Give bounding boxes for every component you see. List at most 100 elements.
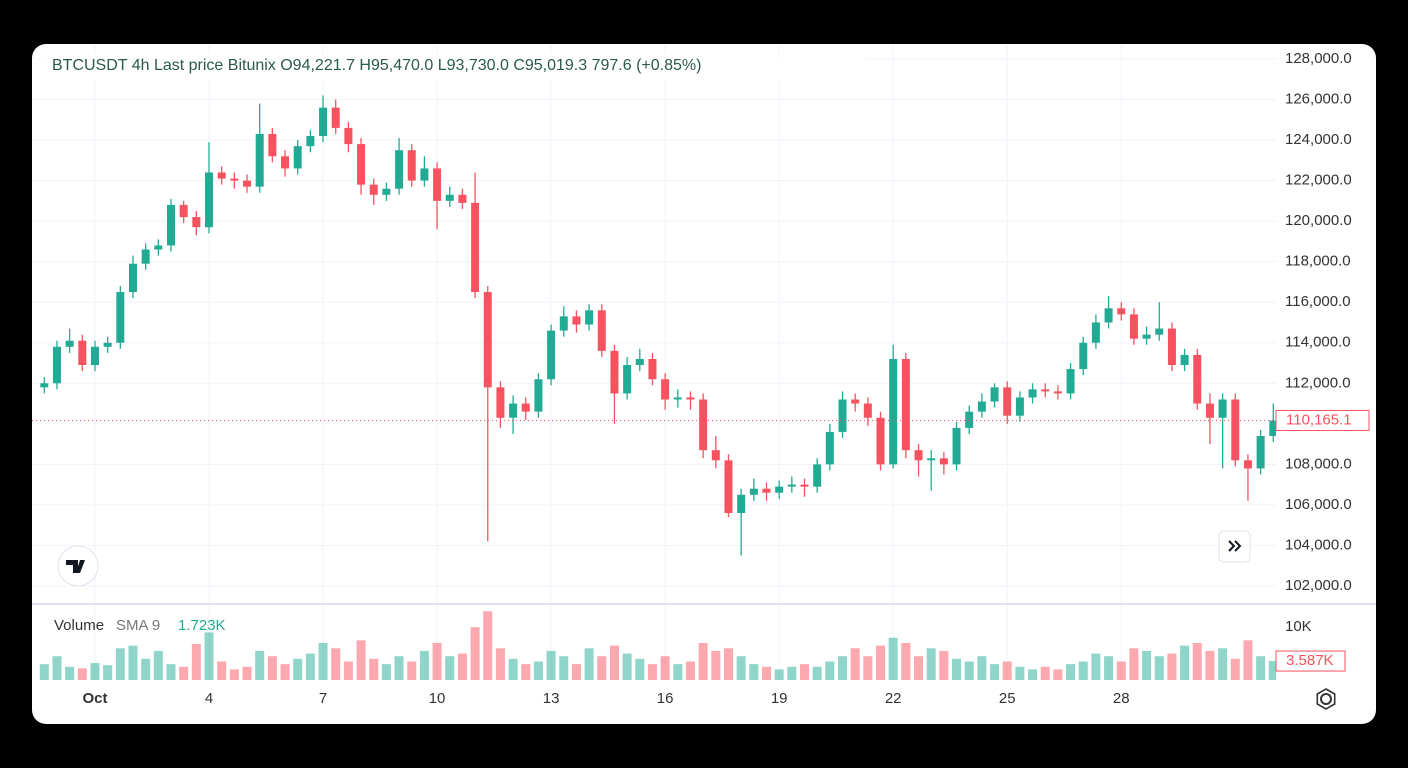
volume-bar (1268, 661, 1276, 680)
volume-bar (318, 643, 328, 680)
y-tick-label: 122,000.0 (1285, 172, 1352, 189)
candle-body (90, 346, 99, 366)
volume-bar (559, 656, 569, 680)
x-tick-label: Oct (82, 690, 107, 707)
volume-bar (647, 664, 657, 680)
volume-bar (533, 661, 543, 680)
volume-title: Volume (54, 617, 104, 634)
candle-body (775, 486, 784, 493)
volume-bar (888, 637, 898, 680)
candle-body (977, 401, 986, 412)
volume-bar (508, 658, 518, 680)
volume-indicator: SMA 9 (116, 617, 160, 634)
volume-bar (673, 664, 683, 680)
candle-body (787, 484, 796, 487)
last-price-label: 110,165.1 (1286, 411, 1352, 428)
candle-body (901, 358, 910, 451)
volume-bar (622, 653, 632, 680)
volume-bar (584, 648, 594, 680)
candle-body (1079, 342, 1088, 370)
volume-bar (255, 650, 265, 680)
candle-body (939, 458, 948, 465)
volume-bar (952, 658, 962, 680)
candle-body (331, 107, 340, 128)
volume-bar (407, 661, 417, 680)
volume-bar (825, 661, 835, 680)
volume-bar (1256, 656, 1266, 680)
y-tick-label: 128,000.0 (1285, 50, 1352, 67)
volume-bar (128, 645, 138, 680)
candle-body (1205, 403, 1214, 418)
y-tick-label: 114,000.0 (1285, 334, 1351, 351)
candle-body (838, 399, 847, 432)
candle-body (445, 194, 454, 201)
candle-body (395, 150, 404, 189)
chart-title: BTCUSDT 4h Last price Bitunix O94,221.7 … (52, 57, 701, 74)
candle-body (1129, 314, 1138, 339)
settings-button[interactable] (1316, 688, 1336, 710)
volume-bar (1002, 661, 1012, 680)
volume-bar (1205, 650, 1215, 680)
candle-body (699, 399, 708, 451)
candle-body (243, 180, 252, 187)
volume-tick-label: 10K (1285, 618, 1312, 635)
candle-body (65, 340, 74, 347)
candle-body (433, 168, 442, 201)
volume-bar (1040, 666, 1050, 680)
volume-bar (698, 643, 708, 680)
candle-body (255, 133, 264, 187)
volume-bar (242, 666, 252, 680)
candle-body (40, 383, 49, 388)
candle-body (382, 188, 391, 195)
candle-body (1218, 399, 1227, 418)
volume-bar (1053, 669, 1063, 680)
candle-body (661, 379, 670, 400)
x-tick-label: 16 (657, 690, 674, 707)
volume-bar (343, 661, 353, 680)
volume-indicator-value: 1.723K (178, 617, 226, 634)
volume-bar (495, 648, 505, 680)
candle-body (863, 403, 872, 418)
candle-body (825, 431, 834, 465)
candle-body (471, 202, 480, 293)
candle-body (281, 156, 290, 169)
x-tick-label: 13 (543, 690, 560, 707)
candle-body (344, 127, 353, 145)
y-tick-label: 108,000.0 (1285, 455, 1352, 472)
candle-body (762, 488, 771, 493)
y-tick-label: 126,000.0 (1285, 90, 1352, 107)
volume-bar (1066, 664, 1076, 680)
x-tick-label: 10 (429, 690, 446, 707)
volume-bar (356, 640, 366, 680)
candle-body (521, 403, 530, 412)
volume-bar (305, 653, 315, 680)
scroll-to-latest-button[interactable] (1218, 530, 1251, 563)
volume-bar (191, 644, 201, 680)
volume-bar (432, 643, 442, 680)
candle-body (585, 310, 594, 325)
candle-body (1269, 420, 1276, 436)
candle-body (154, 245, 163, 250)
candle-body (711, 450, 720, 461)
volume-bar (926, 648, 936, 680)
x-tick-label: 25 (999, 690, 1016, 707)
candle-body (952, 427, 961, 465)
candle-body (103, 342, 112, 347)
candle-body (1193, 354, 1202, 404)
volume-bar (1167, 653, 1177, 680)
candle-body (876, 417, 885, 465)
volume-bar (1243, 640, 1253, 680)
volume-bar (280, 664, 290, 680)
volume-bar (1192, 643, 1202, 680)
volume-bar (153, 650, 163, 680)
volume-bar (838, 656, 848, 680)
tradingview-logo[interactable] (57, 545, 99, 587)
last-volume-label: 3.587K (1286, 652, 1334, 669)
y-tick-label: 104,000.0 (1285, 536, 1352, 553)
candle-body (1142, 334, 1151, 339)
volume-bar (381, 664, 391, 680)
candle-body (217, 172, 226, 179)
candle-body (534, 379, 543, 412)
volume-bar (685, 661, 695, 680)
